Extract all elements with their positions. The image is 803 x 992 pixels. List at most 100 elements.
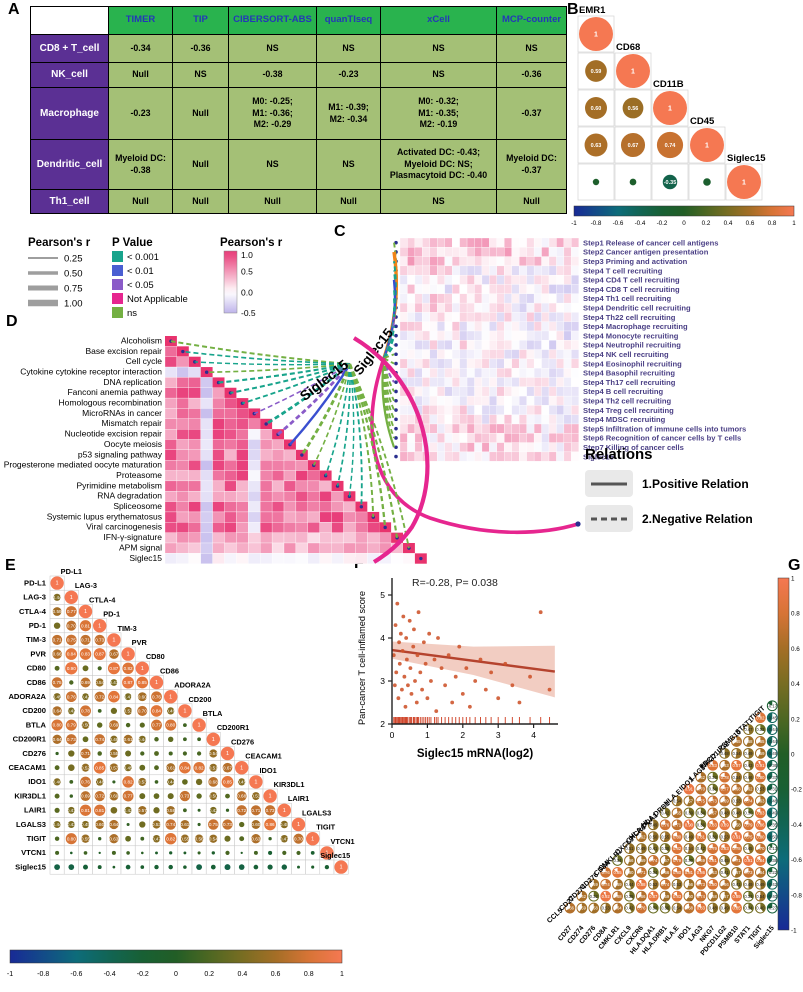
heatmap-cell — [563, 265, 572, 276]
heatmap-cell — [176, 439, 189, 451]
heatmap-cell — [444, 237, 453, 248]
panel-c-cancer-immunity-cycle: Step1 Release of cancer cell antigensSte… — [351, 237, 746, 535]
pathway-label: Progesterone mediated oocyte maturation — [4, 460, 163, 470]
corr-circle — [180, 819, 190, 830]
heatmap-cell — [260, 470, 273, 482]
heatmap-cell — [176, 501, 189, 513]
heatmap-cell — [481, 368, 490, 378]
corr-value: 0.58 — [166, 808, 175, 813]
gene-label-diag: CD200 — [188, 695, 211, 704]
pie-wedge — [748, 760, 754, 770]
corr-value: 0.70 — [138, 709, 147, 714]
heatmap-cell — [496, 395, 505, 406]
heatmap-cell — [563, 256, 572, 267]
heatmap-cell — [236, 553, 249, 564]
heatmap-cell — [496, 451, 505, 462]
heatmap-cell — [224, 460, 237, 471]
heatmap-cell — [260, 511, 273, 523]
corr-circle — [306, 832, 320, 846]
column-header: quanTIseq — [316, 6, 381, 35]
heatmap-cell — [556, 237, 565, 248]
pie-wedge — [672, 831, 682, 842]
heatmap-cell — [533, 284, 542, 294]
table-cell: -0.36 — [172, 34, 229, 63]
corr-value: 0.55 — [661, 834, 670, 839]
heatmap-cell — [489, 386, 497, 397]
heatmap-cell — [496, 247, 505, 257]
heatmap-cell — [248, 439, 261, 451]
heatmap-cell — [489, 302, 497, 313]
heatmap-cell — [496, 330, 505, 341]
heatmap-cell — [511, 451, 520, 462]
corr-value: 0.41 — [67, 808, 76, 813]
heatmap-cell — [459, 312, 468, 322]
heatmap-cell — [511, 284, 520, 294]
corr-value: 0.75 — [697, 799, 706, 804]
heatmap-cell — [176, 408, 189, 419]
corr-circle — [236, 805, 247, 816]
heatmap-cell — [429, 247, 438, 257]
heatmap-cell — [548, 321, 557, 332]
heatmap-cell — [556, 284, 565, 294]
gene-label: Siglec15 — [15, 862, 47, 871]
relation-line — [381, 357, 396, 448]
pie-wedge — [724, 748, 730, 759]
corr-circle — [193, 762, 205, 774]
gene-label-diag: CD276 — [231, 737, 254, 746]
corr-circle — [66, 620, 77, 631]
corr-value: 0.74 — [744, 799, 753, 804]
table-cell: NS — [496, 34, 567, 63]
pie-wedge — [612, 867, 623, 878]
corr-circle — [622, 97, 644, 119]
corr-value: 0.71 — [637, 870, 646, 875]
heatmap-cell — [319, 522, 332, 533]
corr-circle — [620, 132, 646, 158]
relations-legend: Relations 1.Positive Relation 2.Negative… — [585, 446, 797, 540]
corr-value: 0.88 — [637, 882, 646, 887]
pie-wedge — [653, 831, 659, 842]
heatmap-cell — [422, 275, 430, 285]
corr-value: 1 — [84, 609, 87, 615]
heatmap-cell — [504, 423, 512, 434]
colorbar-tick: -0.4 — [791, 822, 802, 829]
corr-circle — [222, 819, 233, 830]
corr-value: 0.54 — [209, 836, 218, 841]
pie-wedge — [724, 903, 730, 913]
colorbar-tick: 0.2 — [702, 220, 711, 227]
heatmap-cell — [489, 358, 497, 369]
corr-circle — [53, 593, 61, 601]
heatmap-cell — [248, 511, 261, 523]
heatmap-cell — [481, 358, 490, 369]
heatmap-cell — [295, 491, 308, 502]
pie-wedge — [759, 784, 766, 794]
heatmap-cell — [511, 423, 520, 434]
corr-value: 0.82 — [124, 780, 133, 785]
pie-wedge — [629, 879, 635, 889]
table-cell: Null — [496, 189, 567, 214]
relation-line — [218, 362, 351, 384]
table-cell: NS — [380, 189, 497, 214]
corr-value: 0.57 — [721, 894, 730, 899]
heatmap-cell — [533, 321, 542, 332]
heatmap-cell — [236, 429, 249, 440]
corr-circle — [80, 791, 91, 802]
pathway-label: Mismatch repair — [102, 418, 163, 428]
heatmap-cell — [188, 501, 201, 513]
heatmap-cell — [556, 423, 565, 434]
heatmap-cell — [407, 302, 416, 313]
data-point — [409, 692, 414, 696]
corr-value: 0.74 — [697, 894, 706, 899]
corr-value: 0.49 — [637, 846, 646, 851]
corr-circle — [183, 737, 187, 742]
table-cell: M0: -0.32; M1: -0.35; M2: -0.19 — [380, 87, 497, 140]
corr-value: 0.59 — [613, 882, 622, 887]
heatmap-cell — [188, 429, 201, 440]
corr-circle — [139, 764, 146, 771]
heatmap-cell — [414, 312, 423, 322]
heatmap-cell — [481, 433, 490, 443]
corr-value: 0.72 — [237, 808, 246, 813]
pie-wedge — [648, 855, 659, 866]
heatmap-cell — [474, 237, 483, 248]
corr-circle — [225, 793, 230, 799]
